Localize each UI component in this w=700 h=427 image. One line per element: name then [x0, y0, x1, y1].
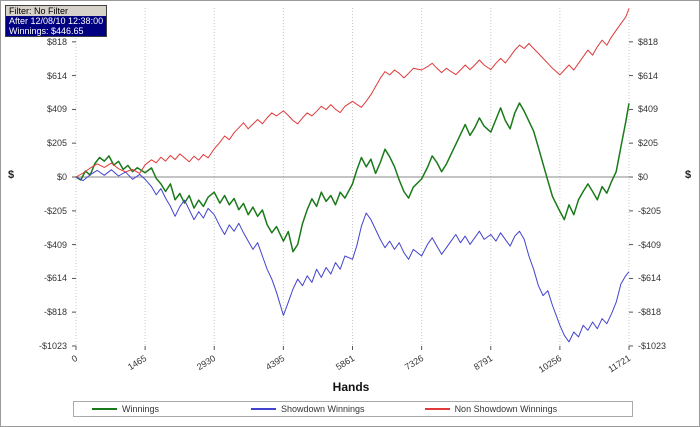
- y-tick-label-right: $818: [638, 36, 659, 47]
- series-line-non-showdown-winnings: [75, 8, 630, 178]
- y-tick-label-right: -$409: [638, 239, 662, 250]
- y-tick-label-right: $614: [638, 70, 659, 81]
- y-tick-label-left: $205: [46, 138, 67, 149]
- y-tick-label-left: $614: [46, 70, 67, 81]
- filter-info-box: Filter: No Filter After 12/08/10 12:38:0…: [5, 5, 108, 37]
- series-line-winnings: [75, 102, 630, 253]
- y-tick-label-left: -$409: [43, 239, 67, 250]
- y-tick-label-right: $409: [638, 104, 659, 115]
- plot-area: [72, 8, 633, 350]
- legend-label-showdown-winnings: Showdown Winnings: [281, 404, 365, 414]
- winnings-line-sample-icon: [92, 408, 117, 410]
- legend-item-showdown-winnings: Showdown Winnings: [251, 404, 365, 414]
- legend-label-winnings: Winnings: [122, 404, 160, 414]
- non-showdown-line-sample-icon: [424, 408, 450, 410]
- series-line-showdown-winnings: [75, 169, 630, 343]
- after-date-label: After 12/08/10 12:38:00: [6, 16, 107, 26]
- y-tick-label-left: -$614: [43, 273, 67, 284]
- legend-label-non-showdown-winnings: Non Showdown Winnings: [454, 404, 558, 414]
- y-tick-label-right: -$1023: [638, 341, 667, 351]
- y-tick-label-right: -$205: [638, 205, 662, 216]
- showdown-line-sample-icon: [251, 408, 277, 410]
- y-tick-label-right: $0: [638, 172, 649, 182]
- legend-item-winnings: Winnings: [92, 404, 159, 414]
- legend: Winnings Showdown Winnings Non Showdown …: [73, 401, 633, 417]
- legend-item-non-showdown-winnings: Non Showdown Winnings: [424, 404, 558, 414]
- y-tick-label-left: $818: [46, 36, 67, 47]
- filter-label: Filter: No Filter: [6, 6, 107, 16]
- y-tick-label-right: -$818: [638, 307, 662, 318]
- y-tick-label-right: -$614: [638, 273, 662, 284]
- y-tick-label-right: $205: [638, 138, 659, 149]
- x-axis-title: Hands: [332, 380, 370, 394]
- y-tick-label-left: -$205: [43, 205, 67, 216]
- y-tick-label-left: $0: [56, 172, 67, 182]
- winnings-total-label: Winnings: $446.65: [6, 26, 107, 36]
- y-tick-label-left: -$818: [43, 307, 67, 318]
- y-tick-label-left: $409: [46, 104, 67, 115]
- y-axis-title-left: $: [8, 169, 15, 181]
- y-tick-label-left: -$1023: [38, 341, 67, 351]
- y-axis-title-right: $: [685, 169, 692, 181]
